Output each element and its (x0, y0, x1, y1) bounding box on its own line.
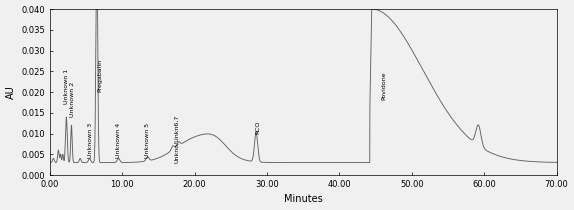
Text: Unknown 4: Unknown 4 (116, 123, 121, 158)
Y-axis label: AU: AU (6, 85, 15, 99)
Text: Unknown 3: Unknown 3 (88, 123, 93, 158)
Text: Unknown 2: Unknown 2 (69, 82, 75, 117)
Text: Povidone: Povidone (382, 72, 387, 100)
Text: Pregabalin: Pregabalin (97, 59, 102, 92)
Text: Unknown 5: Unknown 5 (145, 123, 150, 158)
X-axis label: Minutes: Minutes (284, 194, 323, 205)
Text: Unknown 1: Unknown 1 (64, 69, 69, 105)
Text: RCO: RCO (255, 120, 260, 134)
Text: Unkno/Unkn6,7: Unkno/Unkn6,7 (174, 114, 179, 163)
